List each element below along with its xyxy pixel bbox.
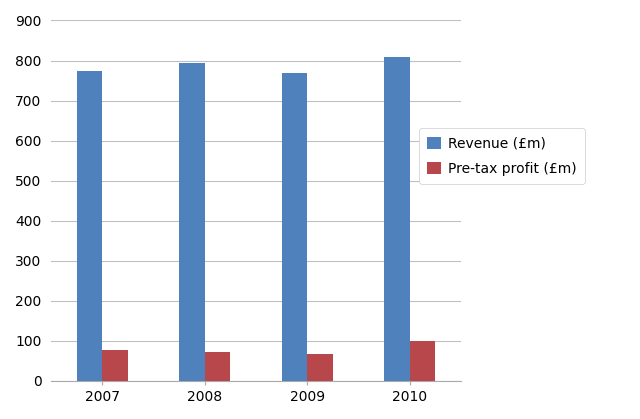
Bar — [205, 352, 230, 381]
Bar — [77, 70, 102, 381]
Bar — [102, 350, 128, 381]
Bar — [384, 57, 410, 381]
Legend: Revenue (£m), Pre-tax profit (£m): Revenue (£m), Pre-tax profit (£m) — [419, 128, 585, 184]
Bar — [307, 354, 333, 381]
Bar — [410, 341, 435, 381]
Bar — [179, 62, 205, 381]
Bar — [282, 72, 307, 381]
